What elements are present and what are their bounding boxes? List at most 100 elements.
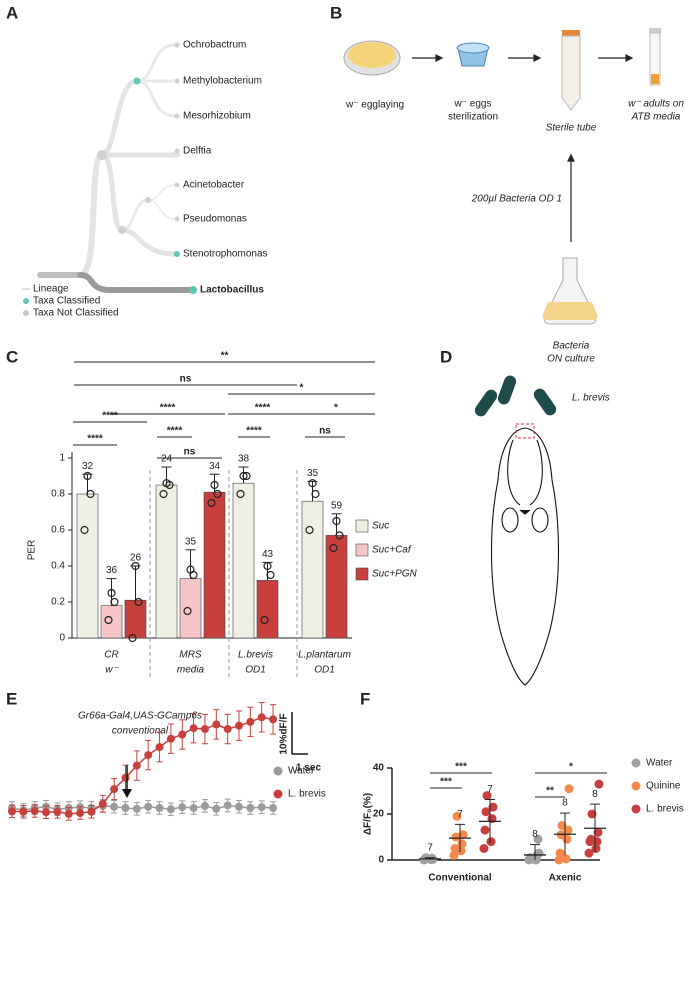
lineage bbox=[77, 152, 105, 278]
point bbox=[481, 807, 491, 817]
point bbox=[263, 561, 272, 571]
point bbox=[121, 773, 130, 782]
node bbox=[97, 150, 107, 160]
n-label: 26 bbox=[130, 553, 142, 564]
point bbox=[450, 844, 460, 853]
inoculum-label: 200µl Bacteria OD 1 bbox=[471, 194, 562, 205]
n-label: 34 bbox=[209, 461, 221, 472]
point bbox=[235, 802, 243, 811]
highlight-box bbox=[515, 423, 535, 439]
step-label: w⁻ eggs bbox=[454, 99, 492, 110]
y-tick-label: 0 bbox=[59, 633, 65, 644]
point bbox=[110, 785, 119, 794]
point bbox=[223, 801, 232, 810]
point bbox=[246, 717, 255, 726]
legend-swatch bbox=[23, 298, 29, 304]
point bbox=[42, 808, 51, 817]
y-tick-label: 1 bbox=[59, 453, 65, 464]
point bbox=[236, 489, 245, 499]
flask-culture bbox=[542, 302, 598, 320]
point bbox=[213, 489, 222, 499]
bar bbox=[76, 493, 99, 639]
y-tick-label: 0.6 bbox=[51, 525, 65, 536]
point bbox=[76, 809, 85, 818]
point bbox=[110, 597, 119, 607]
point bbox=[64, 809, 73, 818]
n-label: 38 bbox=[238, 454, 250, 465]
legend-swatch bbox=[23, 310, 29, 316]
point bbox=[457, 839, 467, 849]
point bbox=[144, 802, 153, 811]
significance-label: * bbox=[300, 383, 304, 394]
point bbox=[132, 761, 141, 770]
bacteria-label: L. brevis bbox=[572, 393, 610, 404]
y-tick-label: 20 bbox=[373, 809, 385, 820]
point bbox=[144, 751, 153, 760]
point bbox=[308, 479, 317, 488]
petri-dish bbox=[348, 42, 396, 68]
legend-label: Suc+Caf bbox=[372, 545, 412, 556]
point bbox=[561, 854, 571, 864]
n-label: 7 bbox=[457, 809, 463, 820]
arrow bbox=[625, 54, 634, 62]
bar bbox=[203, 491, 226, 639]
point bbox=[488, 802, 498, 812]
point bbox=[305, 525, 314, 535]
larva-organ bbox=[501, 507, 519, 533]
n-label: 59 bbox=[331, 500, 343, 511]
taxon: Ochrobactrum bbox=[183, 40, 246, 51]
legend-label: Suc bbox=[372, 521, 389, 532]
point bbox=[212, 804, 221, 813]
larva-mouth bbox=[519, 509, 531, 515]
point bbox=[200, 801, 209, 810]
lineage bbox=[119, 227, 178, 257]
arrow bbox=[567, 153, 575, 162]
vial bbox=[649, 32, 661, 86]
legend-label: Water bbox=[288, 766, 315, 777]
taxon: Mesorhizobium bbox=[183, 111, 251, 122]
y-tick-label: 0.8 bbox=[51, 489, 65, 500]
protocol-arrows bbox=[412, 54, 634, 242]
larva-body bbox=[490, 427, 560, 686]
x-tick-label: CR bbox=[104, 650, 118, 661]
point bbox=[132, 804, 141, 813]
tube bbox=[561, 35, 581, 111]
point bbox=[159, 489, 168, 499]
point bbox=[587, 809, 597, 819]
point bbox=[86, 489, 95, 499]
vial-media bbox=[651, 74, 659, 84]
panel-letter: E bbox=[6, 689, 17, 708]
series-line bbox=[11, 804, 274, 811]
n-label: 24 bbox=[161, 454, 173, 465]
bacterium bbox=[533, 388, 557, 416]
lineage bbox=[147, 199, 176, 220]
point bbox=[189, 804, 198, 812]
point bbox=[452, 811, 462, 821]
point bbox=[557, 821, 567, 830]
node bbox=[145, 197, 151, 203]
point bbox=[200, 725, 209, 734]
chart-title: Gr66a-Gal4,UAS-GCamp6s bbox=[78, 711, 202, 722]
n-label: 8 bbox=[532, 829, 538, 840]
legend-label: L. brevis bbox=[288, 789, 326, 800]
point bbox=[564, 784, 574, 794]
bacterium bbox=[497, 375, 517, 405]
point bbox=[458, 830, 468, 840]
point bbox=[594, 779, 604, 789]
lineage bbox=[120, 198, 150, 232]
point bbox=[555, 848, 565, 858]
n-label: 32 bbox=[82, 461, 94, 472]
node bbox=[133, 77, 141, 85]
x-tick-label: Axenic bbox=[549, 873, 582, 884]
point bbox=[257, 713, 266, 722]
point bbox=[332, 516, 341, 526]
point bbox=[178, 730, 187, 739]
point bbox=[451, 832, 461, 842]
legend-label: L. brevis bbox=[646, 804, 684, 815]
taxon: Delftia bbox=[183, 146, 212, 157]
point bbox=[80, 525, 89, 535]
point bbox=[166, 734, 175, 743]
point bbox=[591, 844, 601, 853]
point bbox=[131, 561, 140, 571]
larva-lobe bbox=[507, 439, 543, 506]
